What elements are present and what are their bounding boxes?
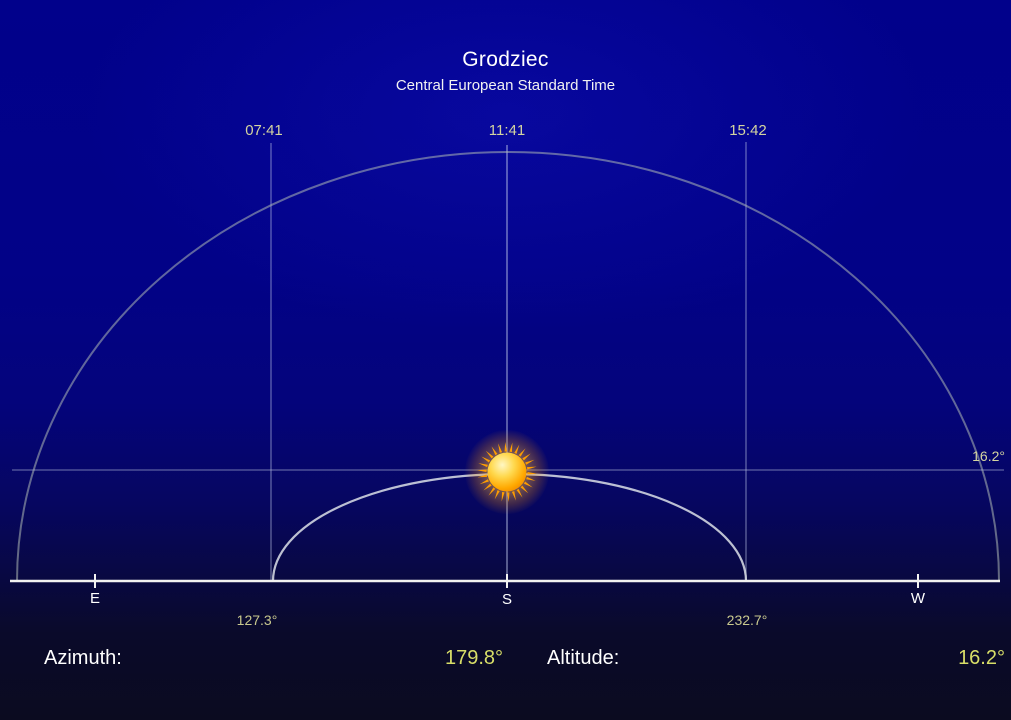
azimuth-readout-label: Azimuth: xyxy=(44,647,122,669)
noon-time-label: 11:41 xyxy=(488,122,526,139)
sunset-azimuth-label: 232.7° xyxy=(726,612,768,628)
sunrise-azimuth-label: 127.3° xyxy=(236,612,278,628)
sun-rays xyxy=(477,442,537,502)
azimuth-readout-value: 179.8° xyxy=(444,647,503,669)
altitude-readout-value: 16.2° xyxy=(958,647,1005,669)
sunrise-time-label: 07:41 xyxy=(245,122,283,139)
compass-east-label: E xyxy=(89,590,100,607)
altitude-readout-label: Altitude: xyxy=(547,647,620,669)
sunset-time-label: 15:42 xyxy=(729,122,767,139)
compass-west-label: W xyxy=(910,590,926,607)
sun-icon xyxy=(465,430,549,514)
sun-glyph xyxy=(477,442,537,502)
sun-core xyxy=(487,452,527,492)
page-title: Grodziec xyxy=(462,48,549,71)
altitude-line-label: 16.2° xyxy=(972,448,1005,464)
compass-south-label: S xyxy=(501,591,512,608)
timezone-subtitle: Central European Standard Time xyxy=(395,77,616,94)
max-sun-path-arc xyxy=(16,151,1000,582)
